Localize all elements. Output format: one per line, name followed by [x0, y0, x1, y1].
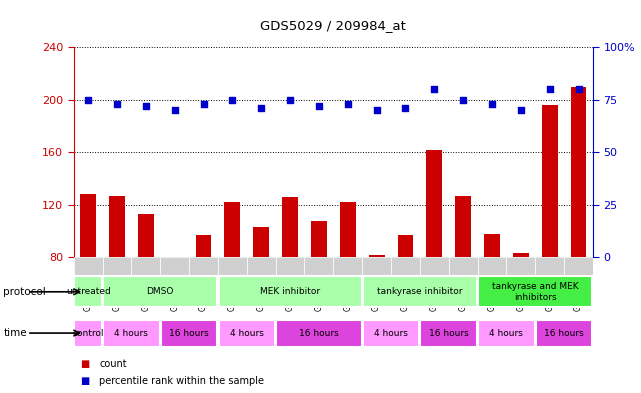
Point: [429, 86, 440, 92]
Bar: [420, 320, 477, 347]
Point: [372, 107, 382, 114]
Bar: [513, 253, 529, 257]
Bar: [219, 320, 275, 347]
Bar: [276, 320, 362, 347]
Bar: [74, 276, 102, 307]
Bar: [138, 214, 154, 257]
Point: [314, 103, 324, 109]
Bar: [109, 196, 125, 257]
Point: [342, 101, 353, 107]
Bar: [160, 257, 189, 299]
Bar: [478, 320, 535, 347]
Bar: [484, 234, 500, 257]
Bar: [282, 197, 298, 257]
Bar: [103, 276, 217, 307]
Point: [228, 97, 238, 103]
Text: protocol: protocol: [3, 287, 46, 297]
Bar: [131, 257, 160, 299]
Point: [140, 103, 151, 109]
Point: [458, 97, 468, 103]
Bar: [103, 257, 131, 299]
Bar: [333, 257, 362, 299]
Bar: [219, 276, 362, 307]
Text: GDS5029 / 209984_at: GDS5029 / 209984_at: [260, 19, 406, 32]
Text: 4 hours: 4 hours: [374, 329, 408, 338]
Bar: [506, 257, 535, 299]
Bar: [564, 257, 593, 299]
Bar: [340, 202, 356, 257]
Text: 16 hours: 16 hours: [299, 329, 339, 338]
Bar: [304, 257, 333, 299]
Text: control: control: [72, 329, 104, 338]
Bar: [80, 194, 96, 257]
Point: [545, 86, 555, 92]
Bar: [455, 196, 471, 257]
Bar: [74, 320, 102, 347]
Bar: [570, 86, 587, 257]
Text: percentile rank within the sample: percentile rank within the sample: [99, 376, 264, 386]
Bar: [196, 235, 212, 257]
Text: 4 hours: 4 hours: [115, 329, 148, 338]
Bar: [218, 257, 247, 299]
Text: tankyrase and MEK
inhibitors: tankyrase and MEK inhibitors: [492, 282, 579, 301]
Point: [400, 105, 410, 111]
Bar: [478, 276, 592, 307]
Text: 16 hours: 16 hours: [429, 329, 469, 338]
Point: [515, 107, 526, 114]
Bar: [161, 320, 217, 347]
Bar: [369, 255, 385, 257]
Point: [487, 101, 497, 107]
Bar: [74, 257, 103, 299]
Text: DMSO: DMSO: [147, 287, 174, 296]
Point: [256, 105, 267, 111]
Text: 16 hours: 16 hours: [544, 329, 584, 338]
Text: count: count: [99, 358, 127, 369]
Point: [199, 101, 209, 107]
Bar: [362, 257, 391, 299]
Bar: [253, 227, 269, 257]
Bar: [478, 257, 506, 299]
Bar: [363, 276, 477, 307]
Bar: [426, 150, 442, 257]
Bar: [103, 320, 160, 347]
Bar: [536, 320, 592, 347]
Text: 16 hours: 16 hours: [169, 329, 209, 338]
Bar: [247, 257, 276, 299]
Point: [112, 101, 122, 107]
Bar: [535, 257, 564, 299]
Bar: [542, 105, 558, 257]
Point: [169, 107, 179, 114]
Text: untreated: untreated: [66, 287, 110, 296]
Text: ■: ■: [80, 358, 89, 369]
Point: [83, 97, 94, 103]
Point: [285, 97, 295, 103]
Text: ■: ■: [80, 376, 89, 386]
Bar: [224, 202, 240, 257]
Text: MEK inhibitor: MEK inhibitor: [260, 287, 320, 296]
Bar: [363, 320, 419, 347]
Text: tankyrase inhibitor: tankyrase inhibitor: [377, 287, 463, 296]
Bar: [391, 257, 420, 299]
Bar: [449, 257, 478, 299]
Bar: [276, 257, 304, 299]
Bar: [420, 257, 449, 299]
Bar: [311, 220, 327, 257]
Text: 4 hours: 4 hours: [490, 329, 523, 338]
Point: [574, 86, 584, 92]
Bar: [189, 257, 218, 299]
Bar: [397, 235, 413, 257]
Text: 4 hours: 4 hours: [230, 329, 263, 338]
Text: time: time: [3, 328, 27, 338]
